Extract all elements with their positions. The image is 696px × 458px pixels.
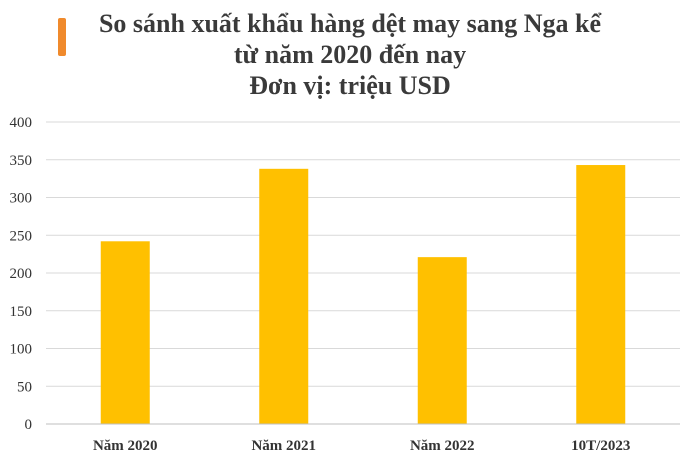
- bar-4: [576, 165, 626, 424]
- y-tick-label: 250: [10, 228, 33, 244]
- bar-3: [417, 257, 467, 424]
- title-accent-bar: [58, 18, 66, 56]
- y-tick-label: 0: [25, 417, 33, 433]
- y-tick-label: 200: [10, 266, 33, 282]
- bar-1: [100, 241, 150, 424]
- x-category-label: 10T/2023: [571, 438, 630, 454]
- bar-2: [259, 168, 309, 424]
- y-tick-label: 350: [10, 153, 33, 169]
- y-tick-label: 300: [10, 191, 33, 207]
- y-tick-label: 400: [10, 115, 33, 131]
- y-tick-label: 150: [10, 304, 33, 320]
- x-category-label: Năm 2020: [93, 438, 158, 454]
- chart-title-line-1: So sánh xuất khẩu hàng dệt may sang Nga …: [98, 9, 602, 38]
- x-category-label: Năm 2021: [251, 438, 316, 454]
- chart-title-line-2: từ năm 2020 đến nay: [233, 40, 467, 69]
- y-tick-label: 100: [10, 342, 33, 358]
- y-tick-label: 50: [17, 379, 32, 395]
- chart-title: So sánh xuất khẩu hàng dệt may sang Nga …: [40, 8, 660, 101]
- x-category-label: Năm 2022: [410, 438, 475, 454]
- chart-title-line-3: Đơn vị: triệu USD: [249, 71, 451, 100]
